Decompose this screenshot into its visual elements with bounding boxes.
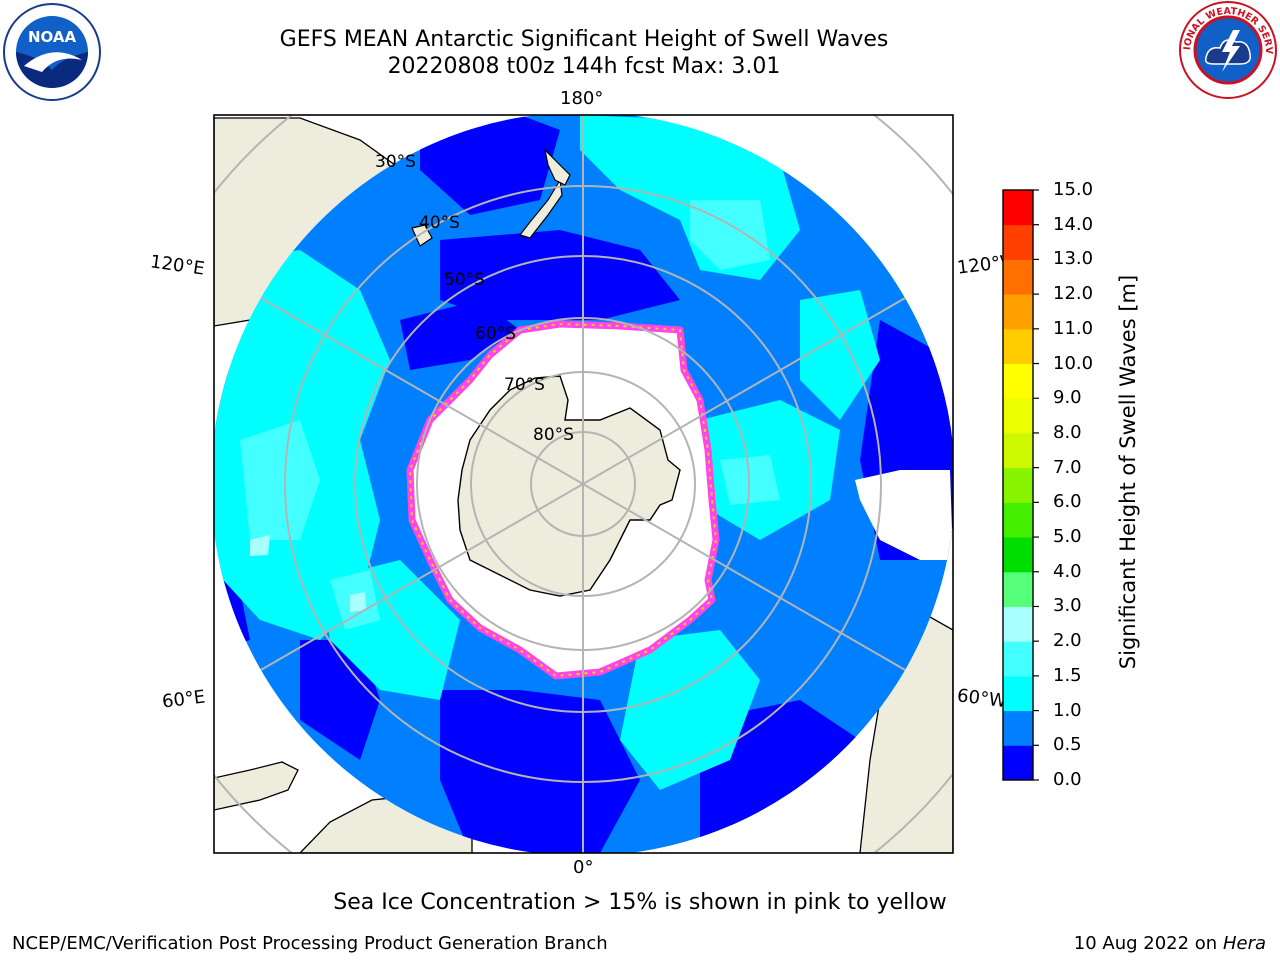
colorbar-tick-label: 1.0: [1053, 699, 1082, 721]
nz-north-island: [544, 148, 571, 186]
colorbar-tick-label: 0.5: [1053, 734, 1082, 756]
colorbar-segment: [1003, 710, 1033, 746]
footer-credit: NCEP/EMC/Verification Post Processing Pr…: [12, 933, 608, 954]
colorbar-tick-label: 9.0: [1053, 387, 1082, 409]
colorbar-label: Significant Height of Swell Waves [m]: [1116, 274, 1140, 670]
nws-logo-icon: NATIONAL WEATHER SERVICE: [1178, 0, 1277, 99]
colorbar-segment: [1003, 745, 1033, 781]
lon-label-0: 0°: [573, 857, 594, 878]
map-graticule: [214, 115, 953, 853]
colorbar-segment: [1003, 363, 1033, 399]
footer-machine: Hera: [1222, 933, 1266, 954]
colorbar-tick-label: 15.0: [1053, 179, 1094, 200]
colorbar-tick-label: 1.5: [1053, 664, 1082, 686]
colorbar-segment: [1003, 224, 1033, 260]
nz-south-island: [518, 178, 563, 239]
colorbar-segment: [1003, 641, 1033, 677]
colorbar-tick-label: 8.0: [1053, 421, 1082, 443]
chart-title: GEFS MEAN Antarctic Significant Height o…: [279, 27, 889, 52]
noaa-logo-text: NOAA: [28, 28, 77, 46]
lat-label-80s: 80°S: [533, 425, 574, 445]
colorbar-tick-label: 12.0: [1053, 283, 1094, 305]
colorbar-segment: [1003, 398, 1033, 434]
colorbar-tick-label: 5.0: [1053, 526, 1082, 548]
map-frame: [213, 114, 954, 854]
colorbar: [1002, 189, 1039, 781]
antarctica-landmass: [457, 375, 681, 597]
colorbar-tick-label: 11.0: [1053, 317, 1094, 339]
footer-date-text: 10 Aug 2022 on: [1073, 933, 1218, 954]
lat-label-30s: 30°S: [375, 152, 416, 172]
lon-label-180: 180°: [560, 88, 604, 109]
colorbar-tick-label: 4.0: [1053, 560, 1082, 582]
footer-date: 10 Aug 2022 on Hera: [1074, 933, 1266, 954]
colorbar-tick-label: 10.0: [1053, 352, 1094, 374]
colorbar-tick-label: 3.0: [1053, 595, 1082, 617]
colorbar-segment: [1003, 432, 1033, 469]
colorbar-tick-label: 0.0: [1053, 769, 1082, 790]
lat-label-70s: 70°S: [504, 375, 545, 395]
colorbar-segment: [1003, 190, 1033, 226]
colorbar-segment: [1003, 328, 1033, 365]
colorbar-segment: [1003, 294, 1033, 330]
lat-label-40s: 40°S: [419, 213, 460, 233]
colorbar-segment: [1003, 502, 1033, 538]
colorbar-segment: [1003, 467, 1033, 503]
colorbar-segment: [1003, 537, 1033, 573]
colorbar-segment: [1003, 675, 1033, 712]
colorbar-tick-label: 14.0: [1053, 213, 1094, 235]
colorbar-segment: [1003, 571, 1033, 607]
sea-ice-note: Sea Ice Concentration > 15% is shown in …: [333, 890, 947, 915]
lat-label-50s: 50°S: [444, 270, 485, 290]
colorbar-segment: [1003, 606, 1033, 642]
colorbar-tick-label: 13.0: [1053, 248, 1094, 270]
colorbar-tick-label: 2.0: [1053, 630, 1082, 652]
colorbar-frame: [1002, 189, 1034, 781]
noaa-logo-icon: NOAA: [3, 3, 101, 101]
colorbar-tick-label: 6.0: [1053, 491, 1082, 513]
chart-subtitle: 20220808 t00z 144h fcst Max: 3.01: [387, 54, 781, 79]
lat-label-60s: 60°S: [475, 324, 516, 344]
colorbar-segment: [1003, 259, 1033, 295]
colorbar-tick-label: 7.0: [1053, 456, 1082, 478]
